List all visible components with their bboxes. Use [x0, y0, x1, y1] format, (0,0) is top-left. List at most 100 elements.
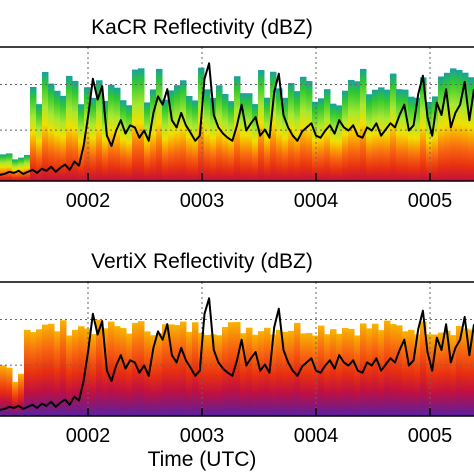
panel2-frame: [0, 281, 474, 417]
reflectivity-column: [450, 68, 457, 181]
reflectivity-column: [102, 100, 109, 181]
reflectivity-column: [180, 80, 187, 181]
reflectivity-column: [456, 325, 463, 416]
x-tick-label: 0002: [66, 190, 111, 212]
reflectivity-column: [240, 333, 247, 416]
reflectivity-column: [12, 381, 19, 416]
reflectivity-column: [360, 68, 367, 181]
reflectivity-column: [6, 367, 13, 416]
reflectivity-column: [414, 334, 421, 416]
reflectivity-column: [336, 105, 343, 181]
reflectivity-column: [210, 334, 217, 416]
panel1-overlay-line: [0, 62, 474, 176]
reflectivity-column: [378, 330, 385, 416]
reflectivity-column: [114, 326, 121, 416]
reflectivity-column: [324, 334, 331, 416]
reflectivity-column: [468, 77, 474, 181]
reflectivity-column: [24, 154, 31, 181]
reflectivity-column: [264, 97, 271, 181]
reflectivity-column: [324, 89, 331, 181]
reflectivity-column: [354, 335, 361, 416]
panel2-plot-area: [0, 282, 474, 416]
reflectivity-column: [444, 330, 451, 416]
reflectivity-column: [96, 80, 103, 181]
reflectivity-column: [72, 80, 79, 181]
reflectivity-column: [120, 100, 127, 181]
reflectivity-column: [372, 323, 379, 416]
x-axis-label: Time (UTC): [148, 448, 257, 471]
reflectivity-column: [102, 328, 109, 416]
reflectivity-column: [66, 75, 73, 181]
reflectivity-column: [162, 324, 169, 416]
reflectivity-column: [306, 332, 313, 416]
reflectivity-column: [402, 89, 409, 181]
reflectivity-column: [42, 324, 49, 416]
reflectivity-column: [462, 328, 469, 416]
reflectivity-column: [168, 90, 175, 181]
reflectivity-column: [18, 373, 25, 416]
panel1-title: KaCR Reflectivity (dBZ): [91, 16, 313, 39]
reflectivity-column: [216, 85, 223, 181]
reflectivity-column: [342, 90, 349, 181]
reflectivity-column: [54, 90, 61, 181]
reflectivity-column: [246, 93, 253, 181]
reflectivity-column: [174, 324, 181, 416]
reflectivity-column: [300, 76, 307, 181]
reflectivity-column: [66, 335, 73, 416]
reflectivity-column: [228, 322, 235, 416]
reflectivity-column: [156, 333, 163, 416]
reflectivity-column: [312, 101, 319, 181]
x-tick-label: 0003: [180, 425, 225, 447]
reflectivity-column: [144, 102, 151, 181]
reflectivity-column: [138, 68, 145, 181]
reflectivity-column: [30, 86, 37, 181]
reflectivity-column: [90, 334, 97, 416]
reflectivity-column: [84, 87, 91, 181]
reflectivity-column: [84, 328, 91, 416]
reflectivity-column: [174, 85, 181, 181]
panel2-overlay-line: [0, 297, 474, 411]
reflectivity-column: [402, 331, 409, 416]
reflectivity-column: [210, 97, 217, 181]
reflectivity-column: [90, 97, 97, 181]
reflectivity-column: [114, 87, 121, 181]
reflectivity-column: [156, 68, 163, 181]
reflectivity-column: [48, 83, 55, 181]
reflectivity-column: [426, 334, 433, 416]
panel2-title: VertiX Reflectivity (dBZ): [91, 250, 313, 273]
reflectivity-column: [348, 328, 355, 416]
reflectivity-column: [48, 323, 55, 416]
reflectivity-column: [30, 332, 37, 416]
reflectivity-column: [54, 331, 61, 416]
reflectivity-column: [240, 93, 247, 181]
reflectivity-column: [168, 324, 175, 416]
reflectivity-column: [246, 327, 253, 416]
reflectivity-column: [204, 334, 211, 416]
reflectivity-column: [78, 326, 85, 416]
reflectivity-column: [330, 103, 337, 181]
x-tick-label: 0002: [66, 425, 111, 447]
reflectivity-column: [204, 89, 211, 181]
reflectivity-column: [252, 334, 259, 416]
reflectivity-column: [192, 322, 199, 416]
reflectivity-column: [132, 69, 139, 181]
reflectivity-column: [108, 321, 115, 416]
reflectivity-column: [96, 319, 103, 416]
x-tick-label: 0004: [294, 190, 339, 212]
reflectivity-column: [420, 321, 427, 416]
reflectivity-column: [330, 329, 337, 416]
reflectivity-column: [384, 89, 391, 181]
x-tick-label: 0005: [408, 190, 453, 212]
reflectivity-column: [450, 335, 457, 416]
x-tick-label: 0004: [294, 425, 339, 447]
reflectivity-column: [186, 331, 193, 416]
reflectivity-column: [198, 332, 205, 416]
panel2-x-ticks: 0002 0003 0004 0005: [66, 408, 452, 447]
reflectivity-column: [186, 96, 193, 181]
reflectivity-column: [264, 327, 271, 416]
reflectivity-column: [24, 329, 31, 416]
reflectivity-column: [288, 330, 295, 416]
reflectivity-column: [258, 331, 265, 416]
reflectivity-column: [276, 88, 283, 181]
